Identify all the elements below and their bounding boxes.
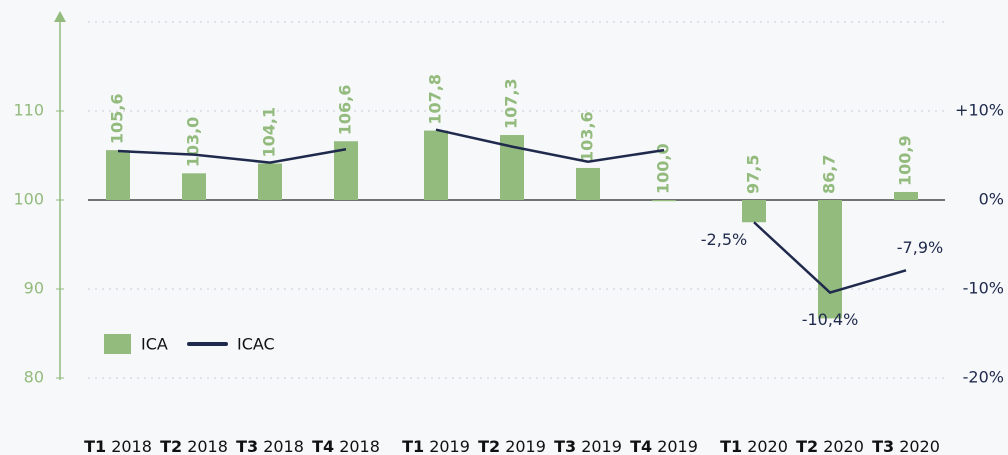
quarter: T4 (312, 437, 334, 455)
y2-tick-label: +10% (955, 101, 1004, 120)
bar-value-label: 103,0 (184, 117, 203, 168)
quarter: T3 (872, 437, 894, 455)
bar (106, 150, 130, 200)
bar (424, 130, 448, 200)
legend-label: ICAC (237, 335, 275, 354)
year: 2020 (742, 437, 788, 455)
bar (818, 200, 842, 319)
year: 2019 (576, 437, 622, 455)
quarter: T2 (160, 437, 182, 455)
bar-value-label: 97,5 (744, 155, 763, 194)
bar (576, 167, 600, 200)
bar-value-label: 106,6 (336, 85, 355, 136)
bar (894, 191, 918, 200)
x-tick-label: T3 2020 (872, 437, 940, 455)
line-value-label: -10,4% (802, 310, 859, 329)
year: 2019 (424, 437, 470, 455)
year: 2018 (334, 437, 380, 455)
quarter: T3 (554, 437, 576, 455)
bar (652, 200, 676, 202)
legend-swatch (104, 334, 131, 354)
year: 2019 (500, 437, 546, 455)
x-tick-label: T1 2018 (84, 437, 152, 455)
x-tick-label: T4 2019 (630, 437, 698, 455)
bar (742, 200, 766, 223)
x-tick-label: T2 2020 (796, 437, 864, 455)
legend-label: ICA (141, 335, 168, 354)
bar-value-label: 107,3 (502, 78, 521, 129)
year: 2018 (106, 437, 152, 455)
x-tick-label: T2 2018 (160, 437, 228, 455)
year: 2020 (818, 437, 864, 455)
y-tick-label: 110 (13, 101, 44, 120)
x-tick-label: T3 2019 (554, 437, 622, 455)
bar-value-label: 103,6 (578, 111, 597, 162)
bar-value-label: 100,9 (896, 135, 915, 186)
bar-value-label: 86,7 (820, 155, 839, 194)
quarter: T2 (478, 437, 500, 455)
year: 2018 (258, 437, 304, 455)
year: 2018 (182, 437, 228, 455)
quarter: T4 (630, 437, 652, 455)
quarter: T3 (236, 437, 258, 455)
y2-tick-label: -10% (963, 279, 1004, 298)
y2-tick-label: -20% (963, 368, 1004, 387)
bar-value-label: 104,1 (260, 107, 279, 158)
quarter: T2 (796, 437, 818, 455)
line-value-label: -2,5% (701, 230, 747, 249)
x-tick-label: T3 2018 (236, 437, 304, 455)
x-tick-label: T2 2019 (478, 437, 546, 455)
quarter: T1 (402, 437, 424, 455)
x-tick-label: T1 2019 (402, 437, 470, 455)
quarter: T1 (720, 437, 742, 455)
axis-arrow (54, 11, 66, 22)
y-tick-label: 100 (13, 190, 44, 209)
year: 2019 (652, 437, 698, 455)
bar (258, 163, 282, 200)
line-value-label: -7,9% (897, 238, 943, 257)
quarter: T1 (84, 437, 106, 455)
bar-value-label: 100,0 (654, 143, 673, 194)
bar (182, 173, 206, 200)
bar-value-label: 105,6 (108, 94, 127, 145)
y-tick-label: 90 (24, 279, 44, 298)
y2-tick-label: 0% (979, 190, 1004, 209)
x-tick-label: T1 2020 (720, 437, 788, 455)
y-tick-label: 80 (24, 368, 44, 387)
x-tick-label: T4 2018 (312, 437, 380, 455)
bar-value-label: 107,8 (426, 74, 445, 125)
line (117, 128, 907, 294)
year: 2020 (894, 437, 940, 455)
